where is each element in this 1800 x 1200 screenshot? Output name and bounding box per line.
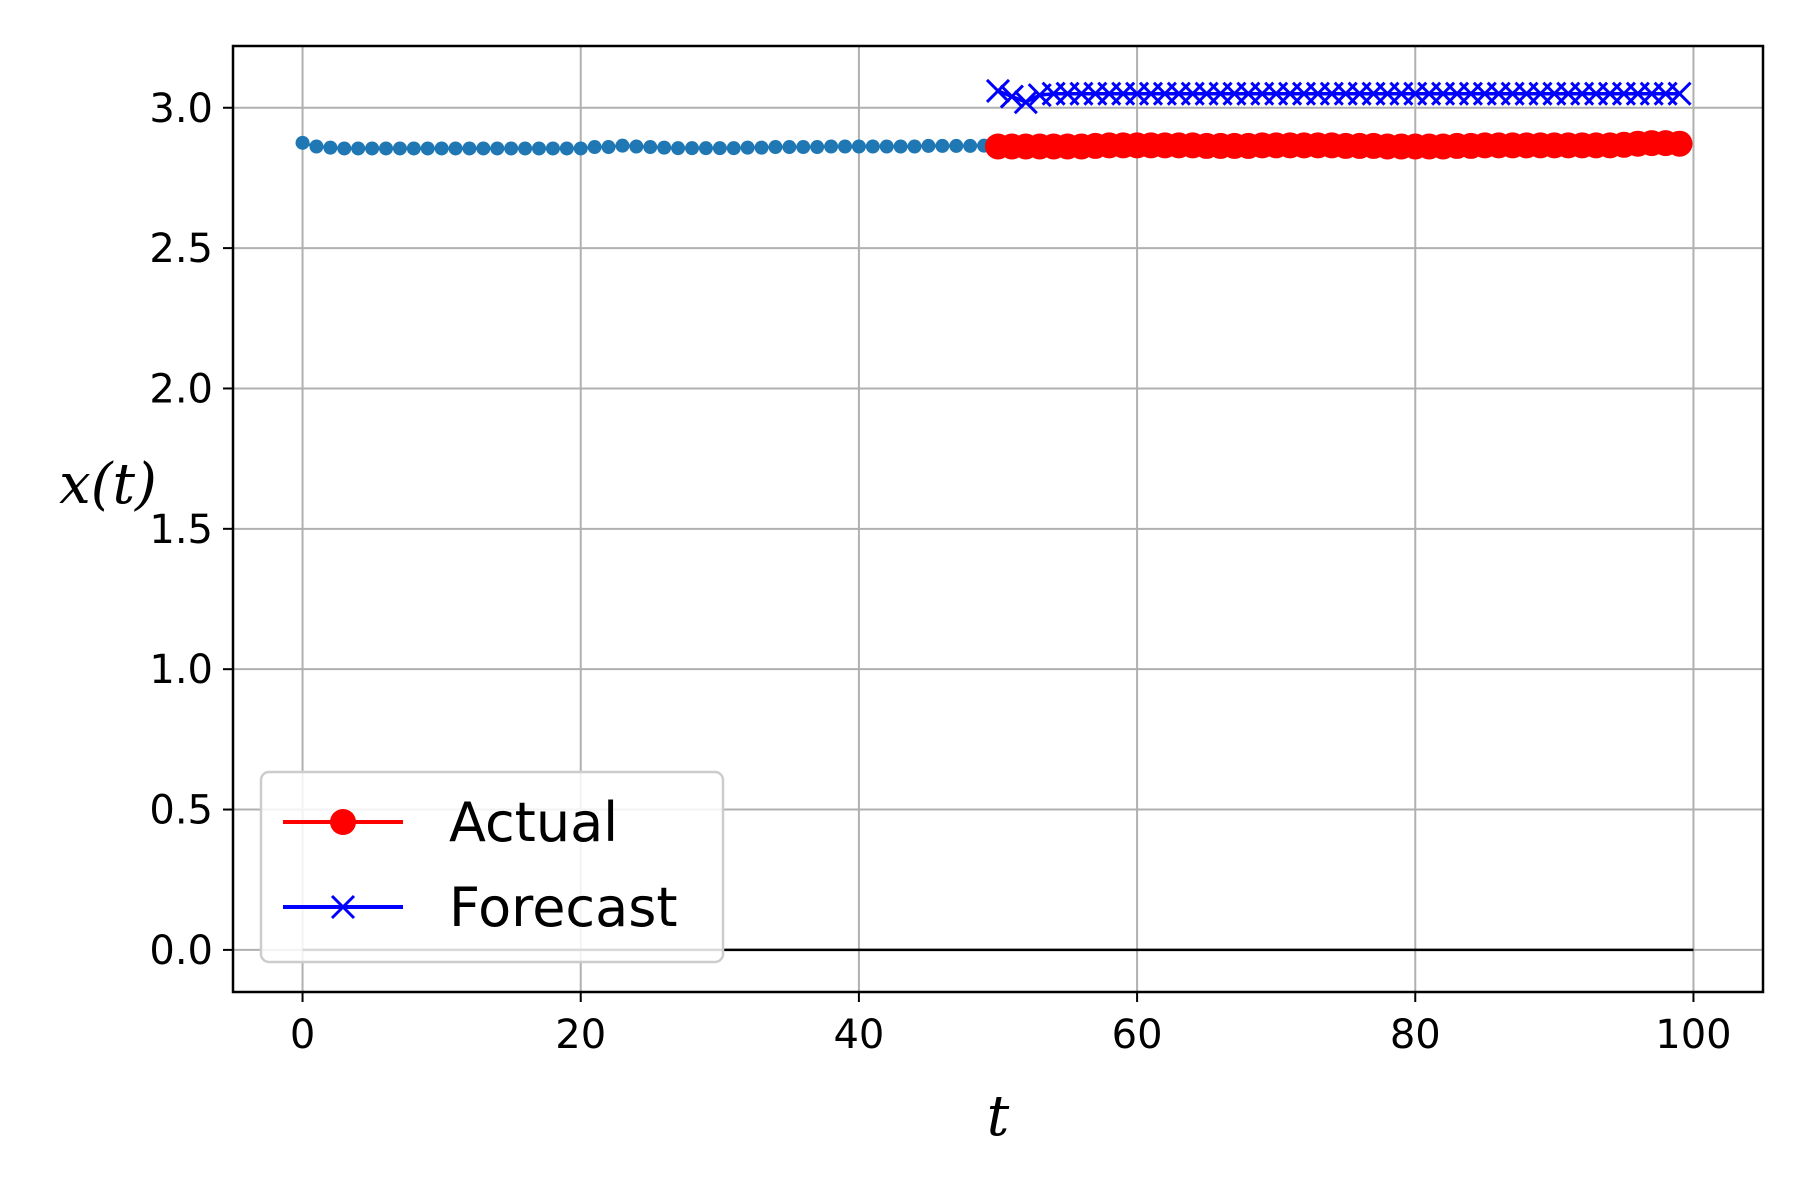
data-point	[587, 140, 602, 155]
data-point	[476, 141, 491, 156]
data-point	[448, 141, 463, 156]
data-point	[865, 139, 880, 154]
data-point	[685, 141, 699, 156]
data-point	[838, 139, 852, 154]
data-point	[671, 141, 686, 156]
data-point	[1013, 90, 1038, 115]
legend-label: Actual	[449, 791, 618, 854]
x-tick-label: 100	[1655, 1012, 1731, 1058]
y-tick-label: 3.0	[149, 86, 213, 132]
x-tick-label: 80	[1390, 1012, 1441, 1058]
legend-item-actual: Actual	[283, 791, 618, 854]
data-point	[504, 141, 519, 156]
data-point	[1667, 81, 1692, 106]
data-point	[796, 140, 811, 155]
data-point	[601, 140, 616, 155]
axes-frame	[231, 44, 1765, 994]
y-tick-label: 0.0	[149, 928, 213, 974]
data-point	[406, 141, 421, 156]
y-tick-label: 1.5	[149, 507, 213, 553]
data-point	[323, 140, 338, 155]
x-tick-label: 20	[555, 1012, 606, 1058]
data-point	[698, 141, 713, 156]
y-tick-label: 0.5	[149, 788, 213, 834]
data-point	[420, 141, 435, 156]
data-point	[295, 135, 310, 150]
y-axis-label: x(t)	[59, 452, 157, 517]
data-point	[545, 141, 560, 156]
data-point	[754, 140, 769, 155]
data-point	[879, 139, 894, 154]
data-point	[1666, 130, 1693, 157]
data-point	[643, 140, 658, 155]
data-point	[365, 141, 380, 156]
axis-ticks: 0 20 40 60 80 100 0.0 0.5 1.0 1.5 2.0 2.5 3.0	[149, 86, 1731, 1058]
series-actual	[985, 130, 1693, 160]
data-point	[949, 138, 964, 153]
data-point	[782, 140, 797, 155]
data-point	[615, 138, 630, 153]
data-point	[518, 141, 533, 156]
x-tick-label: 0	[290, 1012, 315, 1058]
data-point	[851, 139, 866, 154]
data-point	[629, 139, 644, 154]
data-point	[379, 141, 393, 156]
data-point	[559, 141, 574, 156]
data-point	[740, 140, 755, 155]
data-point	[921, 138, 936, 153]
data-point	[768, 140, 783, 155]
data-point	[712, 141, 727, 156]
data-point	[810, 140, 825, 155]
x-tick-label: 40	[833, 1012, 884, 1058]
x-axis-label: t	[987, 1084, 1010, 1149]
data-point	[337, 141, 352, 156]
series-series0	[295, 135, 1005, 156]
grid	[233, 46, 1763, 992]
data-point	[893, 139, 908, 154]
legend-item-forecast: Forecast	[283, 876, 678, 939]
data-point	[392, 141, 407, 156]
data-point	[985, 78, 1011, 103]
plot-area	[295, 78, 1694, 952]
data-point	[462, 141, 477, 156]
data-point	[999, 84, 1024, 109]
legend-label: Forecast	[449, 876, 678, 939]
y-tick-label: 2.0	[149, 366, 213, 412]
data-point	[907, 139, 922, 154]
y-tick-label: 2.5	[149, 226, 213, 272]
legend-box	[259, 770, 725, 964]
data-point	[309, 139, 324, 154]
legend-marker	[330, 809, 356, 835]
data-point	[490, 141, 505, 156]
data-point	[963, 138, 978, 153]
legend: Actual Forecast	[259, 770, 725, 964]
data-point	[726, 141, 741, 156]
data-point	[351, 141, 366, 156]
data-point	[935, 138, 950, 153]
data-point	[824, 139, 839, 154]
legend-marker	[330, 894, 356, 920]
data-point	[434, 141, 449, 156]
x-tick-label: 60	[1112, 1012, 1163, 1058]
y-tick-label: 1.0	[149, 647, 213, 693]
series-forecast	[985, 78, 1692, 115]
data-point	[532, 141, 546, 156]
data-point	[657, 140, 672, 155]
series-line	[997, 89, 1680, 105]
data-point	[573, 141, 588, 156]
